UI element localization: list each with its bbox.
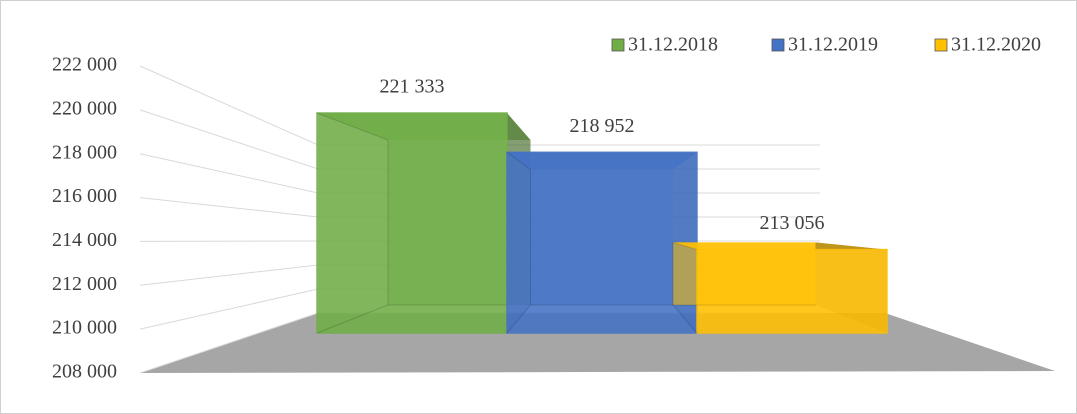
bar (506, 151, 698, 334)
y-tick-label: 210 000 (52, 317, 117, 339)
bar-face (316, 112, 389, 334)
bar-face (506, 151, 698, 334)
legend-label: 31.12.2019 (788, 34, 878, 56)
bar-face (506, 151, 531, 334)
legend-swatch (611, 38, 625, 52)
y-tick-label: 220 000 (52, 97, 117, 119)
bar (316, 112, 531, 334)
y-tick-label: 218 000 (52, 141, 117, 163)
y-tick-label: 216 000 (52, 185, 117, 207)
legend-swatch (934, 38, 948, 52)
legend-label: 31.12.2020 (951, 34, 1041, 56)
y-tick-label: 222 000 (52, 54, 117, 76)
bar-face (316, 112, 508, 334)
bar-face (696, 248, 888, 334)
bar (672, 241, 888, 334)
legend-label: 31.12.2018 (628, 34, 718, 56)
value-label: 221 333 (380, 76, 445, 98)
legend-swatch (771, 38, 785, 52)
value-label: 218 952 (570, 115, 635, 137)
value-label: 213 056 (760, 212, 825, 234)
bar-face (672, 241, 698, 334)
bar-face (673, 242, 887, 250)
y-tick-label: 208 000 (52, 361, 117, 383)
y-tick-label: 214 000 (52, 229, 117, 251)
y-tick-label: 212 000 (52, 273, 117, 295)
